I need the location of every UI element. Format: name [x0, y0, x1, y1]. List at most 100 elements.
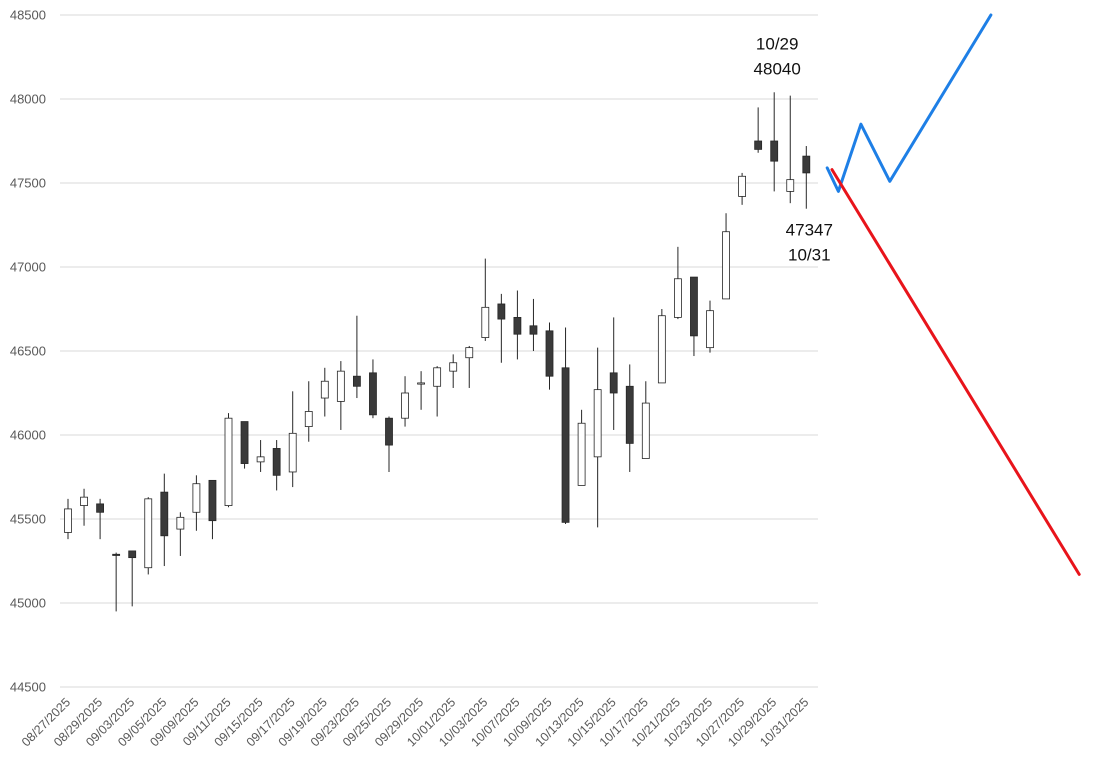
candle: [192, 475, 201, 531]
y-axis: 44500 45000 45500 46000 46500 47000 47500 48000…: [10, 8, 46, 695]
candle: [80, 488, 88, 526]
candle-body: [160, 491, 169, 537]
candle-body: [433, 367, 442, 387]
projection-paths: [825, 13, 1081, 576]
candle: [561, 327, 570, 525]
candle-body: [529, 325, 538, 335]
candle-body: [754, 140, 763, 150]
candle: [722, 213, 730, 300]
y-tick-label: 46500: [10, 344, 46, 359]
candle-body: [144, 498, 153, 569]
y-tick-label: 48000: [10, 92, 46, 107]
annotation-line-2: 10/31: [788, 246, 831, 265]
y-tick-label: 45000: [10, 596, 46, 611]
candle: [529, 298, 538, 351]
candle: [288, 391, 297, 488]
candle: [240, 421, 249, 469]
candle: [513, 290, 522, 360]
red-projection-line: [830, 168, 1081, 576]
candle: [545, 322, 554, 390]
candle-body: [706, 310, 714, 349]
candle-body: [770, 140, 779, 162]
annotations: 10/29 48040 47347 10/31: [754, 34, 833, 264]
candle-body: [625, 385, 634, 444]
candle: [224, 413, 233, 508]
candle-body: [401, 392, 409, 419]
candle: [577, 409, 586, 486]
candle-body: [561, 367, 570, 523]
candle-body: [657, 315, 666, 384]
candle: [128, 550, 137, 607]
candle: [481, 258, 490, 341]
candle: [433, 366, 442, 417]
candle: [786, 95, 795, 204]
candle: [304, 381, 313, 442]
candle: [465, 345, 474, 388]
candle: [256, 440, 265, 472]
candle: [112, 552, 121, 612]
candle-body: [449, 362, 458, 372]
candle-body: [385, 417, 393, 446]
candle-body: [609, 372, 618, 394]
candle: [352, 315, 361, 399]
candle-body: [336, 370, 345, 402]
y-tick-label: 44500: [10, 680, 46, 695]
candle: [336, 361, 345, 430]
candle-body: [352, 375, 361, 387]
candle-body: [128, 550, 137, 559]
y-tick-label: 47000: [10, 260, 46, 275]
candle: [144, 497, 153, 575]
candle-body: [96, 503, 104, 513]
y-tick-label: 46000: [10, 428, 46, 443]
candle: [176, 512, 185, 556]
candle-body: [577, 422, 586, 486]
blue-projection-line: [825, 13, 993, 193]
candle-body: [465, 347, 474, 359]
candle-body: [497, 303, 506, 320]
price-annotation: 10/29 48040: [754, 34, 801, 78]
candle: [690, 276, 698, 357]
candle-body: [690, 276, 698, 337]
candle: [609, 317, 618, 430]
candle: [208, 479, 217, 540]
candle-body: [320, 380, 329, 399]
candle-body: [513, 316, 522, 335]
candle: [625, 364, 634, 472]
candle-body: [208, 479, 217, 522]
candle-body: [224, 417, 233, 506]
candle: [802, 146, 811, 209]
candle: [674, 246, 682, 320]
candle-body: [176, 516, 185, 530]
y-tick-label: 47500: [10, 176, 46, 191]
candle-body: [786, 179, 795, 192]
grid-lines: [60, 14, 818, 688]
candle: [64, 498, 72, 540]
candle: [593, 347, 602, 528]
candle-body: [593, 389, 602, 458]
candle: [641, 381, 650, 459]
y-tick-label: 48500: [10, 8, 46, 23]
candle-body: [304, 411, 313, 428]
candle: [754, 107, 763, 153]
candle-body: [802, 155, 811, 174]
x-axis: 08/27/202508/29/202509/03/202509/05/2025…: [19, 695, 811, 749]
candle: [417, 371, 426, 410]
annotation-line-2: 48040: [754, 59, 801, 78]
candle-body: [272, 448, 281, 476]
candle-body: [369, 372, 377, 416]
candle: [272, 440, 281, 491]
candle: [657, 309, 666, 384]
candle-body: [545, 330, 554, 377]
price-annotation: 47347 10/31: [786, 221, 833, 265]
candle: [738, 172, 746, 205]
candle-body: [288, 432, 297, 473]
candle-body: [112, 553, 121, 556]
candle: [320, 367, 329, 417]
candle-body: [481, 306, 490, 338]
candle: [401, 376, 409, 427]
y-tick-label: 45500: [10, 512, 46, 527]
candle: [96, 498, 104, 540]
candle: [369, 359, 377, 419]
candles: [64, 92, 811, 612]
